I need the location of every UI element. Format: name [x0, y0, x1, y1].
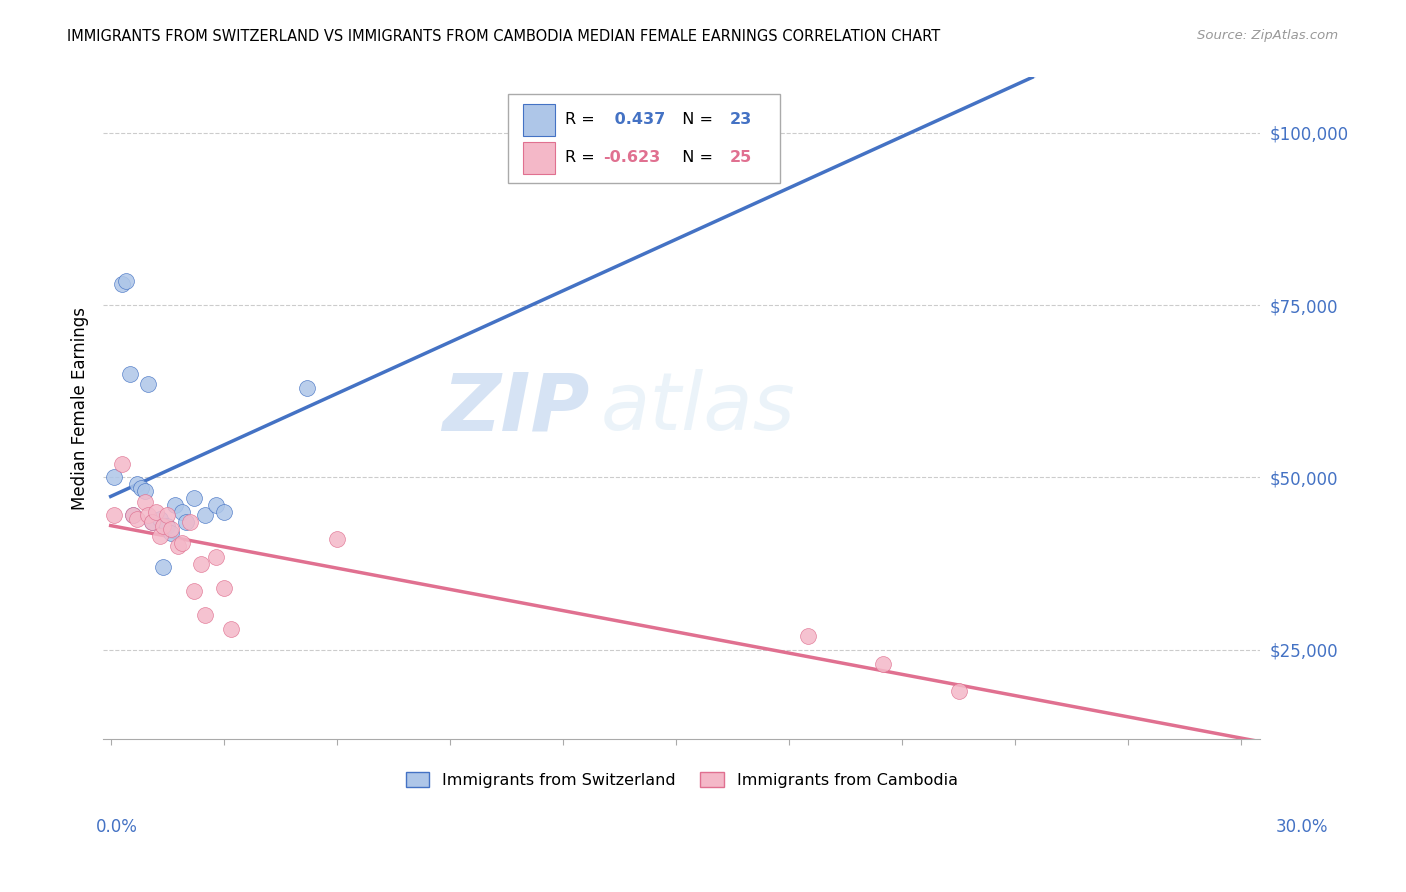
- Point: [160, 525, 183, 540]
- Point: [194, 508, 217, 523]
- Point: [797, 629, 820, 643]
- Legend: Immigrants from Switzerland, Immigrants from Cambodia: Immigrants from Switzerland, Immigrants …: [399, 765, 965, 795]
- Point: [194, 608, 217, 623]
- Text: R =: R =: [565, 112, 599, 128]
- Point: [111, 277, 134, 292]
- Point: [205, 498, 228, 512]
- Point: [118, 367, 141, 381]
- Point: [948, 684, 970, 698]
- Point: [111, 457, 134, 471]
- Point: [149, 512, 172, 526]
- Point: [295, 381, 318, 395]
- Point: [205, 549, 228, 564]
- Point: [138, 508, 160, 523]
- Text: 0.437: 0.437: [609, 112, 665, 128]
- Text: 30.0%: 30.0%: [1277, 818, 1329, 836]
- Point: [872, 657, 894, 671]
- Point: [172, 536, 194, 550]
- Text: ZIP: ZIP: [441, 369, 589, 448]
- Text: R =: R =: [565, 150, 599, 165]
- Point: [733, 146, 755, 161]
- Point: [167, 540, 190, 554]
- Text: atlas: atlas: [600, 369, 796, 448]
- Point: [134, 484, 156, 499]
- Point: [190, 557, 212, 571]
- Text: N =: N =: [672, 150, 718, 165]
- Point: [163, 498, 186, 512]
- Text: 25: 25: [730, 150, 752, 165]
- Text: 0.0%: 0.0%: [96, 818, 138, 836]
- Point: [125, 477, 148, 491]
- Point: [149, 529, 172, 543]
- Point: [212, 505, 235, 519]
- Point: [156, 518, 179, 533]
- Point: [145, 505, 167, 519]
- Point: [114, 274, 136, 288]
- Point: [134, 494, 156, 508]
- Point: [183, 491, 205, 505]
- FancyBboxPatch shape: [508, 94, 780, 184]
- Text: Source: ZipAtlas.com: Source: ZipAtlas.com: [1198, 29, 1339, 42]
- Text: 23: 23: [730, 112, 752, 128]
- Point: [141, 515, 163, 529]
- Point: [141, 515, 163, 529]
- Point: [183, 584, 205, 599]
- Point: [152, 518, 174, 533]
- Text: -0.623: -0.623: [603, 150, 661, 165]
- Point: [122, 508, 145, 523]
- Bar: [523, 142, 555, 174]
- Point: [179, 515, 201, 529]
- Y-axis label: Median Female Earnings: Median Female Earnings: [72, 307, 89, 510]
- Point: [125, 512, 148, 526]
- Text: N =: N =: [672, 112, 718, 128]
- Point: [122, 508, 145, 523]
- Point: [219, 622, 242, 636]
- Point: [160, 522, 183, 536]
- Point: [129, 481, 152, 495]
- Point: [172, 505, 194, 519]
- Point: [326, 533, 349, 547]
- Point: [174, 515, 197, 529]
- Bar: [523, 103, 555, 136]
- Point: [212, 581, 235, 595]
- Text: IMMIGRANTS FROM SWITZERLAND VS IMMIGRANTS FROM CAMBODIA MEDIAN FEMALE EARNINGS C: IMMIGRANTS FROM SWITZERLAND VS IMMIGRANT…: [67, 29, 941, 44]
- Point: [103, 508, 125, 523]
- Point: [152, 560, 174, 574]
- Point: [103, 470, 125, 484]
- Point: [138, 377, 160, 392]
- Point: [156, 508, 179, 523]
